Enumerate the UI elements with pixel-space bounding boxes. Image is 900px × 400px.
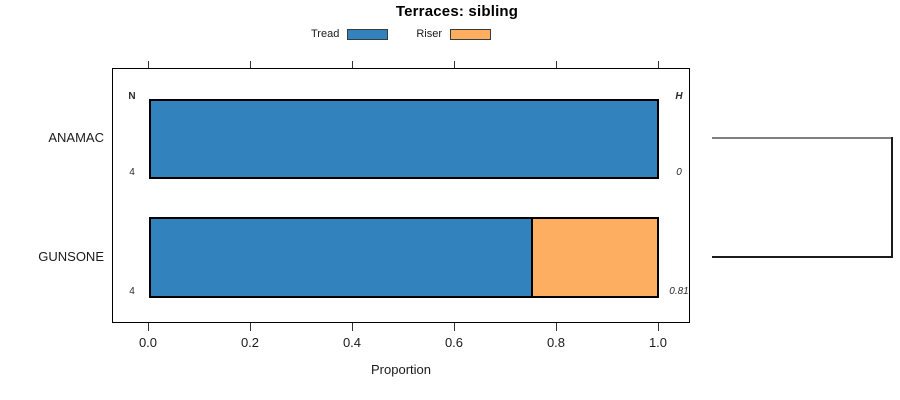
bar-gunsone: [149, 217, 659, 298]
n-value: 4: [129, 286, 135, 297]
x-tick-bottom: [454, 323, 455, 331]
legend-label: Riser: [416, 28, 442, 40]
bar-segment-tread: [151, 101, 657, 177]
x-tick-top: [250, 61, 251, 68]
x-tick-label: 0.6: [444, 335, 464, 350]
x-tick-top: [556, 61, 557, 68]
x-tick-bottom: [250, 323, 251, 331]
legend-swatch-riser: [450, 28, 491, 40]
plot-area: N H 4 0 4 0.81: [112, 68, 690, 323]
x-tick-label: 0.0: [138, 335, 158, 350]
h-value: 0: [676, 167, 682, 178]
x-tick-label: 1.0: [648, 335, 668, 350]
dendrogram-branch-anamac: [712, 137, 893, 139]
bar-anamac: [149, 99, 659, 179]
legend-label: Tread: [311, 28, 340, 40]
legend-item-riser: Riser: [416, 28, 491, 40]
x-tick-top: [658, 61, 659, 68]
x-tick-label: 0.8: [546, 335, 566, 350]
bar-segment-tread: [151, 219, 533, 296]
x-tick-label: 0.2: [240, 335, 260, 350]
x-tick-label: 0.4: [342, 335, 362, 350]
legend-item-tread: Tread: [311, 28, 389, 40]
dendrogram-root-connector: [891, 137, 893, 258]
dendrogram-branch-gunsone: [712, 255, 893, 258]
x-axis-title: Proportion: [371, 362, 431, 377]
legend: Tread Riser: [112, 26, 690, 42]
x-tick-top: [148, 61, 149, 68]
category-label-anamac: ANAMAC: [48, 130, 104, 145]
x-tick-bottom: [148, 323, 149, 331]
n-value: 4: [129, 167, 135, 178]
x-tick-bottom: [658, 323, 659, 331]
h-column-header: H: [675, 91, 683, 102]
h-value: 0.81: [669, 286, 689, 297]
x-tick-top: [454, 61, 455, 68]
chart-title: Terraces: sibling: [395, 3, 519, 20]
category-label-gunsone: GUNSONE: [38, 248, 104, 264]
legend-swatch-tread: [347, 28, 389, 40]
x-tick-top: [352, 61, 353, 68]
x-tick-bottom: [556, 323, 557, 331]
bar-segment-riser: [533, 219, 657, 296]
x-tick-bottom: [352, 323, 353, 331]
n-column-header: N: [128, 91, 136, 102]
